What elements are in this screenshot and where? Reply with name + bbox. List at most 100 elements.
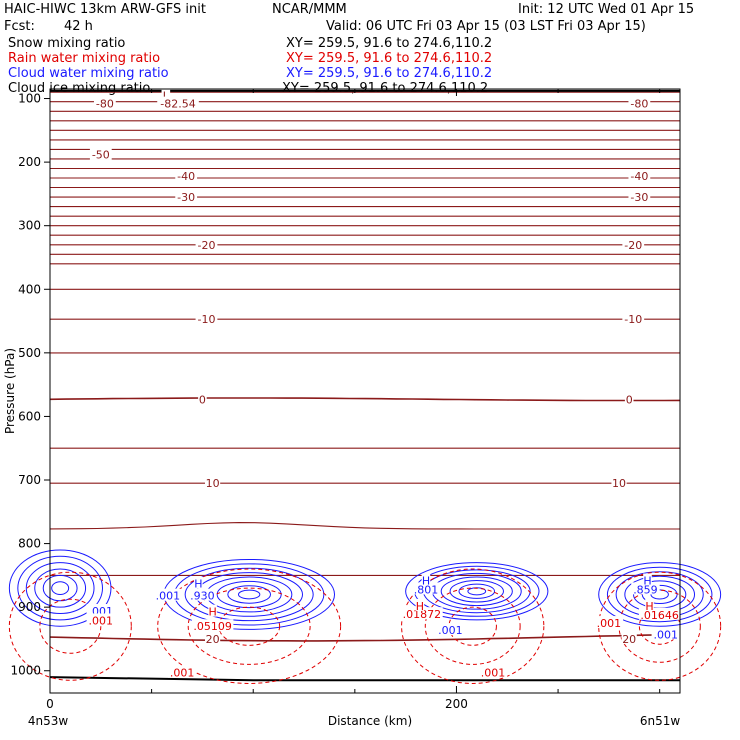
rain-water-contours (8, 568, 722, 684)
temperature-contour-label-bg (89, 147, 112, 160)
temperature-contour-label: 10 (612, 477, 626, 490)
y-tick-label: 900 (18, 600, 41, 614)
valid-time: Valid: 06 UTC Fri 03 Apr 15 (03 LST Fri … (326, 19, 646, 34)
temperature-contour-label: 10 (206, 477, 220, 490)
rain-water-high-marker-bg (208, 604, 217, 617)
rain-water-label-bg (86, 613, 116, 626)
rain-water-label: .001 (597, 617, 622, 630)
x-axis-label: Distance (km) (328, 714, 412, 728)
low-marker: L (163, 89, 170, 102)
rain-water-contour (598, 571, 722, 681)
fcst-label: Fcst: (4, 19, 35, 34)
cloud-water-label: .859 (633, 583, 658, 596)
temperature-contour-label-bg (93, 96, 116, 109)
rain-water-high-marker: H (416, 600, 424, 613)
temperature-contour-label: -50 (92, 148, 110, 161)
temperature-contour-label-bg (628, 96, 651, 109)
ground-line (49, 676, 680, 682)
cloud-water-contour (440, 576, 513, 607)
cloud-water-high-marker: H (643, 574, 651, 587)
cloud-water-contour (8, 549, 112, 627)
rain-water-label-bg (401, 607, 443, 620)
cloud-water-label: .001 (438, 624, 463, 637)
rain-water-high-marker: H (645, 600, 653, 613)
contour-labels: -80 -80 -50 -40 -40 -30 -30 -20 -20 -10 -10 0 0 10 10 2… (86, 88, 681, 680)
temperature-contour-label-bg (204, 631, 221, 644)
rain-water-high-marker: H (208, 606, 216, 619)
cloud-water-contour (641, 584, 678, 605)
cloud-water-label: .801 (414, 583, 439, 596)
cloud-water-label-bg (651, 627, 680, 640)
cloud-water-contour (25, 562, 95, 615)
temperature-contour-label: -20 (624, 239, 642, 252)
field-cloudwater-name: Cloud water mixing ratio (8, 66, 169, 81)
cloud-water-label-bg (153, 588, 183, 601)
cloud-water-high-marker-bg (421, 573, 431, 586)
cloud-water-high-marker-bg (643, 573, 652, 586)
cloud-water-contour (205, 576, 293, 613)
init-time: Init: 12 UTC Wed 01 Apr 15 (518, 2, 695, 17)
temperature-contour-label: -30 (177, 191, 195, 204)
cloud-water-high-marker-bg (194, 576, 203, 589)
rain-water-contour (39, 598, 102, 654)
cloud-water-contour (650, 589, 669, 600)
low-value-label: -82.54 (160, 98, 195, 111)
fcst-value: 42 h (64, 19, 93, 34)
cloud-water-contour (216, 580, 282, 609)
cloud-water-label-bg (631, 582, 660, 595)
field-rain-xy: XY= 259.5, 91.6 to 274.6,110.2 (286, 51, 493, 66)
cloud-water-high-marker: H (194, 578, 202, 591)
y-tick-label: 600 (18, 409, 41, 423)
cloud-water-contour (431, 572, 522, 610)
cloud-water-contour (184, 567, 314, 622)
temperature-contour-label-bg (195, 237, 218, 250)
rain-water-contour (187, 587, 311, 665)
cloud-water-contour (598, 562, 722, 627)
cloud-water-label: .930 (190, 590, 215, 603)
temperature-contour-label: -80 (630, 98, 648, 111)
temperature-contour-label-bg (611, 476, 627, 489)
temperature-contour-label: -80 (96, 98, 114, 111)
rain-water-high-marker-bg (415, 598, 425, 611)
temperature-contour-label: -10 (197, 313, 215, 326)
temperature-contour-label-bg (622, 237, 645, 250)
rain-water-label-bg (478, 665, 508, 678)
y-tick-label: 100 (18, 92, 41, 106)
rain-water-contour (8, 571, 132, 681)
y-tick-label: 500 (18, 346, 41, 360)
cloud-water-contour (237, 589, 261, 600)
y-tick-label: 800 (18, 537, 41, 551)
temperature-contour-label-bg (624, 392, 634, 405)
field-cloudwater-xy: XY= 259.5, 91.6 to 274.6,110.2 (286, 66, 493, 81)
low-value-label-bg (157, 96, 199, 109)
temperature-contour-label: 0 (199, 393, 206, 406)
y-axis-label: Pressure (hPa) (3, 348, 17, 434)
x-start-label: 4n53w (28, 714, 69, 728)
rain-water-label-bg (594, 616, 624, 629)
y-tick-label: 700 (18, 473, 41, 487)
x-tick-label: 200 (445, 697, 468, 711)
temperature-contour-label-bg (175, 190, 198, 203)
temperature-contour-label: -40 (177, 170, 195, 183)
cloud-water-label: .001 (654, 629, 679, 642)
x-end-label: 6n51w (640, 714, 681, 728)
temperature-contour-label-bg (628, 190, 651, 203)
temperature-contour-label: -30 (630, 191, 648, 204)
temperature-contour-line (49, 633, 681, 642)
cloud-water-contour (405, 562, 549, 621)
cloud-water-contour (34, 568, 87, 608)
cloud-water-contour (449, 580, 504, 603)
temperature-contour-label-bg (195, 312, 218, 325)
cloud-water-contour (42, 574, 78, 602)
cloud-water-label-bg (411, 582, 441, 595)
cloud-water-label: .001 (156, 590, 181, 603)
temperature-contour-line (49, 397, 681, 402)
cloud-water-contour (458, 583, 496, 599)
cloud-water-label-bg (188, 588, 217, 601)
cloud-water-contour (227, 585, 271, 604)
rain-water-contour (424, 587, 521, 665)
rain-water-contour (401, 568, 545, 684)
cloud-water-label-bg (436, 623, 465, 636)
